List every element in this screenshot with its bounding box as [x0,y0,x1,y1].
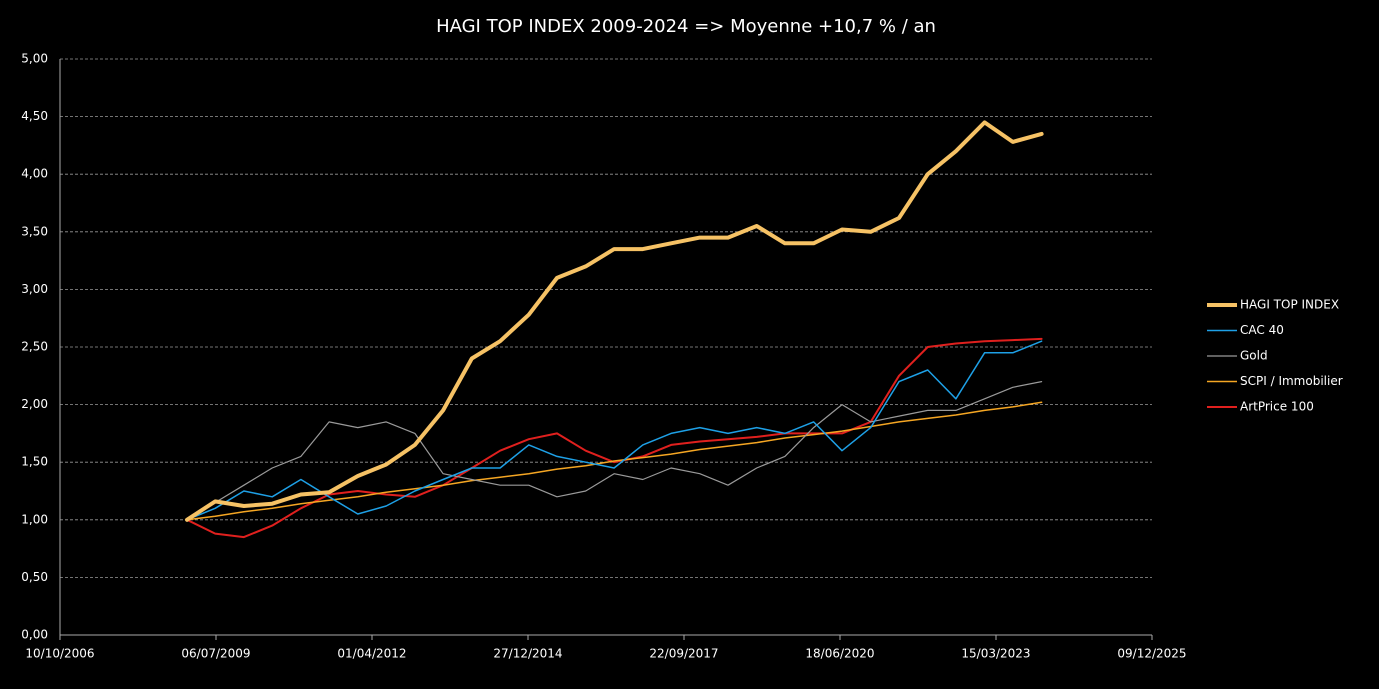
y-tick-label: 5,00 [21,52,48,66]
x-tick-label: 10/10/2006 [25,647,94,661]
series-line [186,337,1043,539]
x-tick-label: 22/09/2017 [649,647,718,661]
y-tick-label: 2,00 [21,397,48,411]
x-tick-label: 27/12/2014 [493,647,562,661]
legend-label: ArtPrice 100 [1240,400,1314,414]
y-tick-label: 1,00 [21,512,48,526]
series-line [186,401,1043,521]
y-tick-label: 1,50 [21,455,48,469]
y-tick-label: 3,00 [21,282,48,296]
legend-label: CAC 40 [1240,323,1284,337]
y-tick-label: 0,50 [21,570,48,584]
x-tick-label: 18/06/2020 [805,647,874,661]
series-line [186,340,1043,521]
y-tick-label: 2,50 [21,340,48,354]
y-tick-label: 4,00 [21,167,48,181]
x-tick-label: 09/12/2025 [1117,647,1186,661]
x-tick-label: 06/07/2009 [181,647,250,661]
y-tick-label: 3,50 [21,224,48,238]
y-tick-label: 4,50 [21,109,48,123]
y-tick-label: 0,00 [21,628,48,642]
x-tick-label: 15/03/2023 [961,647,1030,661]
series-line [186,381,1043,521]
chart-title: HAGI TOP INDEX 2009-2024 => Moyenne +10,… [436,16,936,37]
legend-label: HAGI TOP INDEX [1240,298,1339,312]
legend-label: Gold [1240,349,1268,363]
legend-label: SCPI / Immobilier [1240,374,1343,388]
x-tick-label: 01/04/2012 [337,647,406,661]
series-line [185,120,1044,522]
